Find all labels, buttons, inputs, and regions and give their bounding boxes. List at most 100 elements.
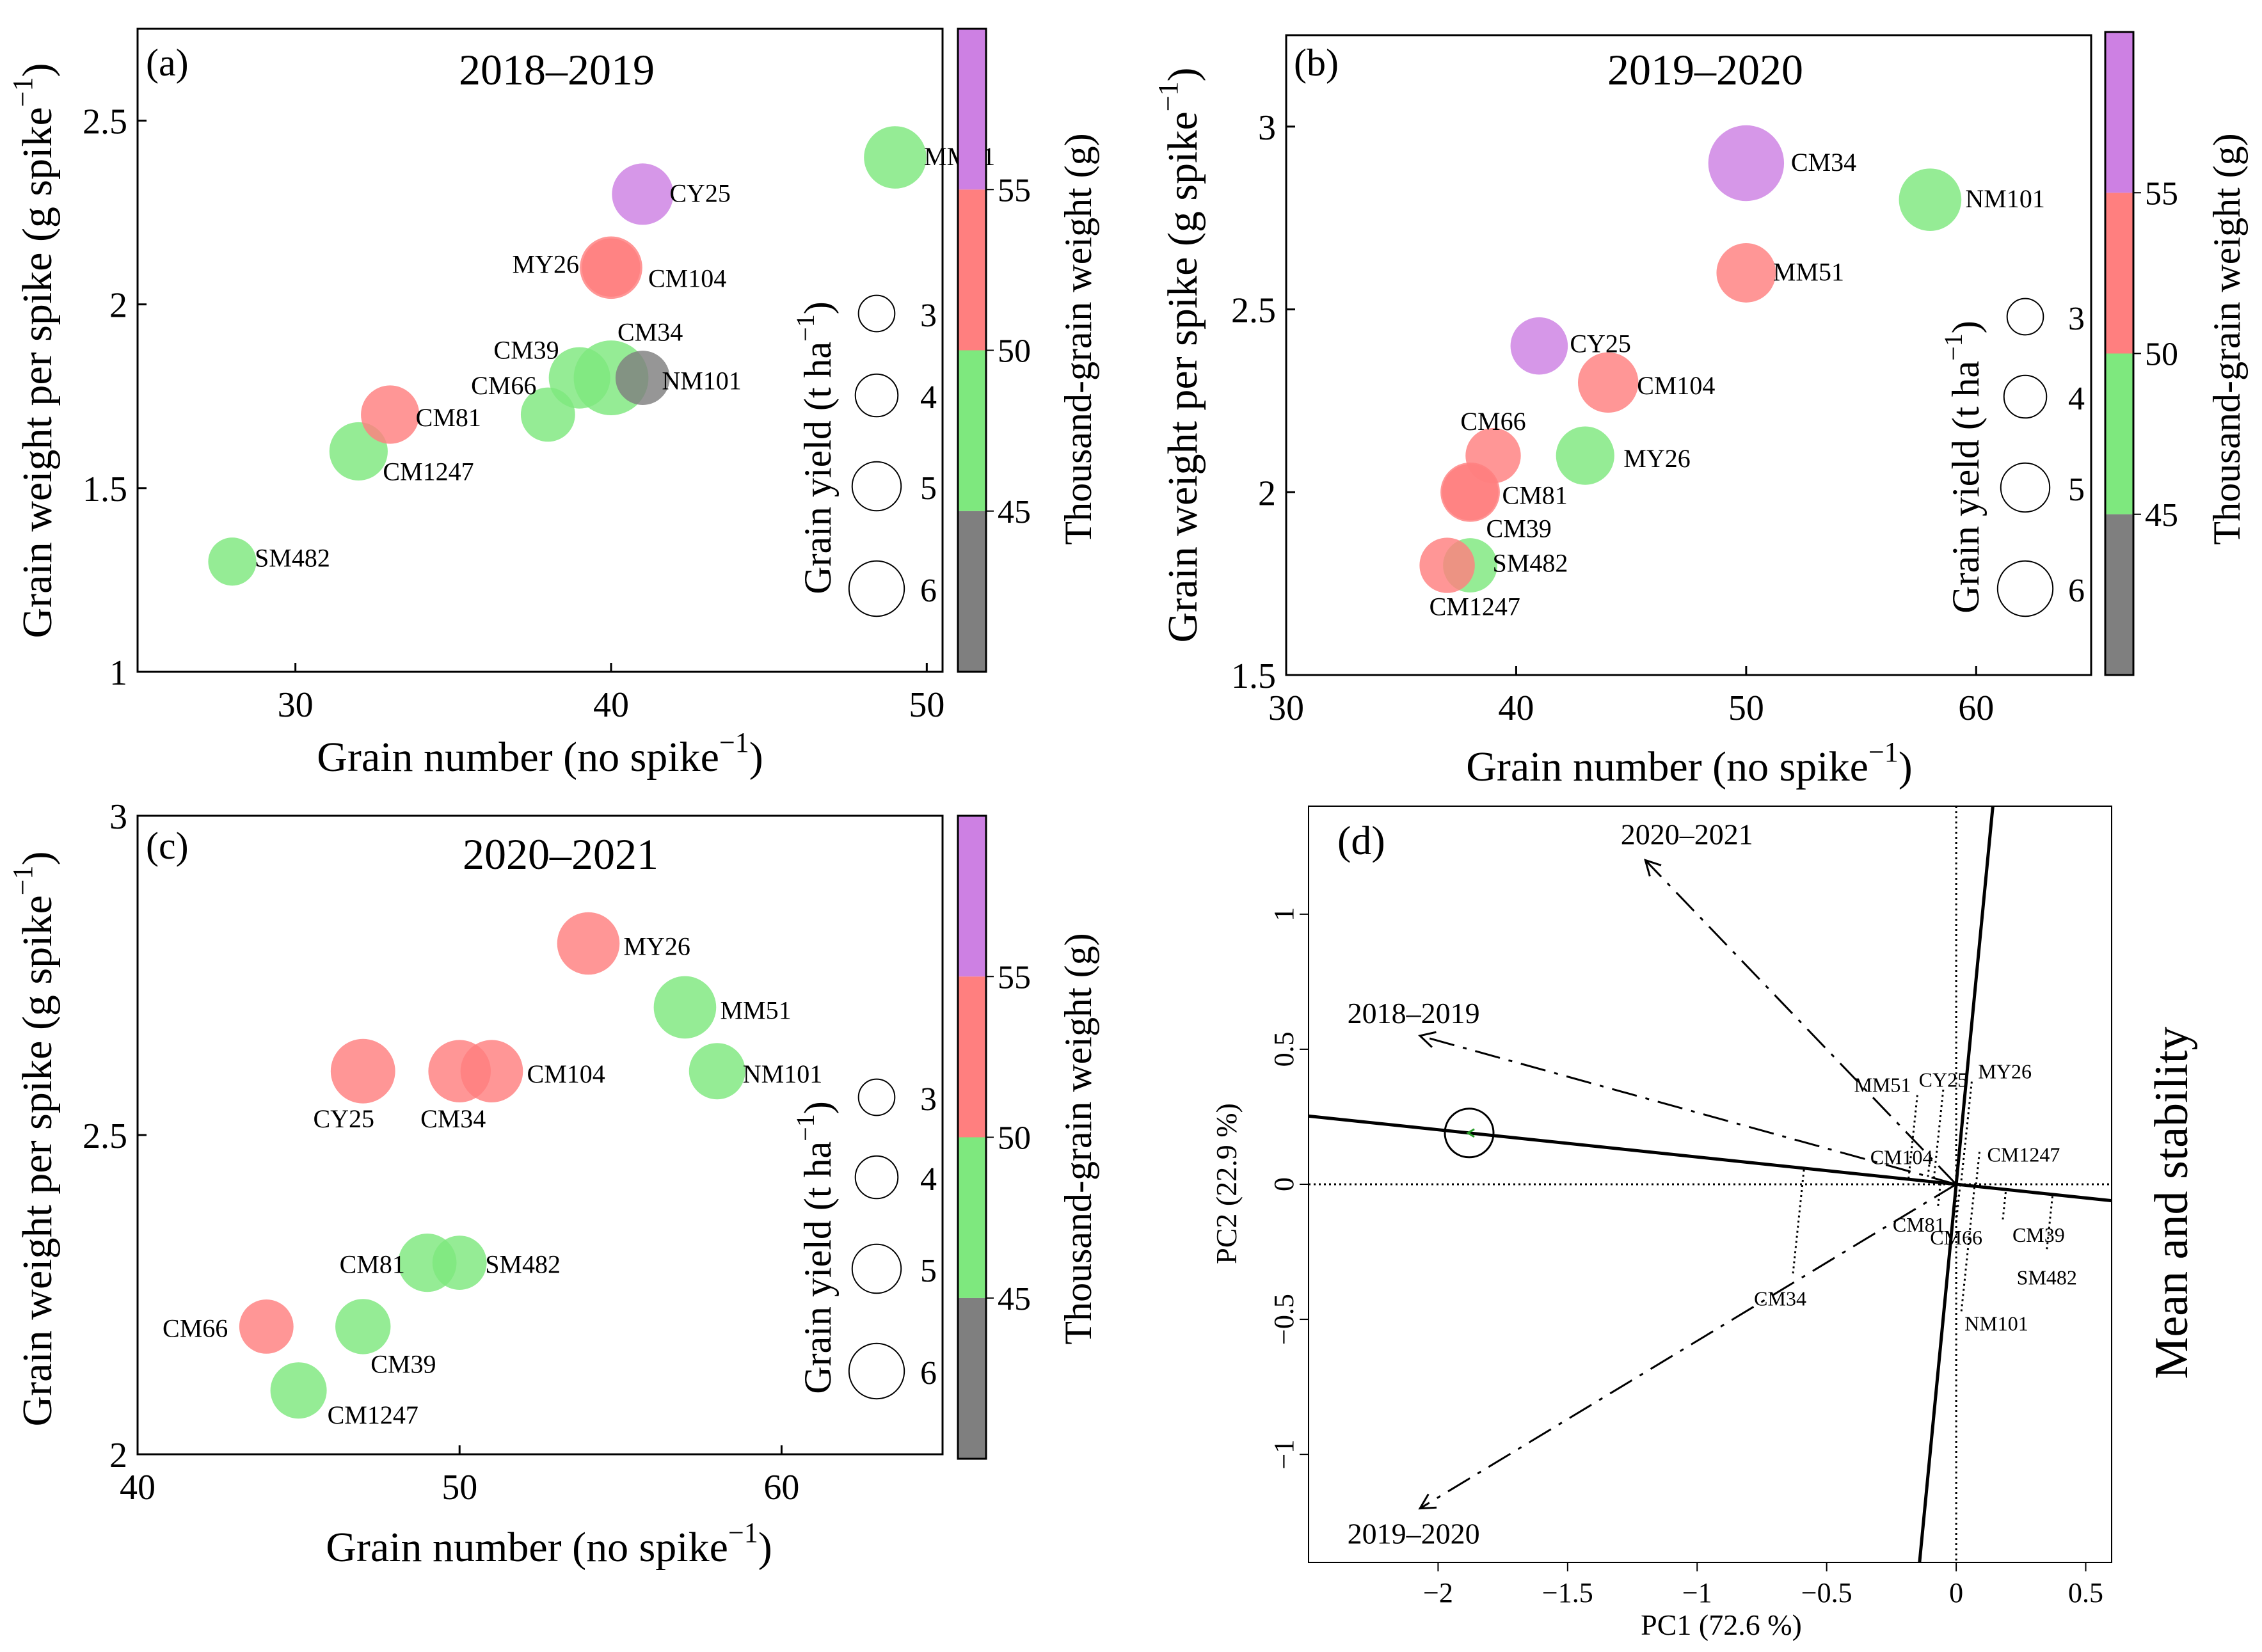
point-label: CM34: [1791, 148, 1856, 177]
size-legend-circle: [854, 1155, 899, 1200]
data-point: [653, 976, 717, 1039]
aec-circle: [1444, 1108, 1495, 1159]
x-tick-label: −2: [1423, 1577, 1453, 1608]
point-label: NM101: [662, 367, 741, 395]
point-label: CM1247: [1430, 592, 1520, 621]
data-point: [460, 1040, 523, 1102]
data-point: [1556, 426, 1614, 485]
x-tick-label: 0: [1949, 1577, 1963, 1608]
x-tick-label: 40: [1498, 688, 1534, 728]
size-legend-circle: [854, 373, 899, 418]
y-axis-label: Grain weight per spike (g spike−1): [1152, 67, 1206, 642]
x-tick-label: 40: [593, 685, 629, 725]
genotype-label: CM1247: [1987, 1143, 2060, 1166]
data-point: [361, 385, 420, 444]
y-tick-label: 3: [109, 797, 127, 837]
point-label: CY25: [1570, 330, 1631, 358]
colorbar-band: [958, 1137, 986, 1298]
x-axis-label: Grain number (no spike−1): [317, 727, 763, 781]
colorbar-tick-label: 45: [998, 494, 1031, 530]
data-point: [239, 1299, 294, 1354]
environment-vector: [1419, 1183, 1957, 1509]
size-legend-value: 5: [920, 470, 937, 507]
data-point: [1899, 168, 1962, 231]
y-ticks: 22.53: [83, 797, 147, 1475]
y-tick-label: 1: [1268, 907, 1300, 921]
y-tick-label: 2.5: [83, 102, 127, 142]
data-point: [557, 912, 620, 975]
genotype-label: CY25: [1919, 1068, 1968, 1091]
genotype-projection: [1926, 1154, 1932, 1182]
data-points: MY26 MM51 NM101 CY25 CM34 CM104 CM81 SM482 CM66 C…: [163, 912, 822, 1429]
point-label: CM39: [370, 1349, 436, 1378]
y-ticks: −1 −0.5 0 0.5 1: [1268, 907, 1309, 1470]
data-point: [582, 238, 641, 297]
genotype-projection: [2046, 1194, 2054, 1250]
environment-vector: [1645, 859, 1957, 1186]
point-label: CM1247: [328, 1401, 418, 1429]
point-label: CM104: [648, 264, 726, 292]
size-legend-value: 3: [920, 298, 937, 334]
point-label: CM1247: [383, 457, 474, 486]
data-point: [689, 1043, 745, 1100]
y-tick-label: −1: [1268, 1440, 1300, 1470]
x-tick-label: 60: [1958, 688, 1994, 728]
colorbar-tick-label: 50: [2145, 337, 2178, 373]
point-label: SM482: [255, 544, 330, 573]
data-point: [330, 1038, 395, 1104]
colorbar-band: [958, 816, 986, 977]
size-legend-circle: [2003, 374, 2048, 419]
x-axis-label: Grain number (no spike−1): [1466, 736, 1913, 790]
colorbar-band: [2105, 514, 2133, 675]
colorbar: 45 50 55: [957, 28, 1031, 673]
arrowhead-icon: [1418, 1031, 1437, 1048]
data-point: [1419, 537, 1475, 593]
size-legend-value: 6: [920, 1355, 937, 1392]
y-tick-label: 3: [1258, 108, 1276, 148]
colorbar-tick-label: 55: [2145, 175, 2178, 212]
colorbar-band: [958, 350, 986, 511]
y-ticks: 1.5 2 2.5 3: [1231, 108, 1295, 696]
chart-title: 2020–2021: [463, 830, 658, 878]
data-point: [1578, 352, 1639, 413]
point-label: CM104: [527, 1060, 605, 1088]
genotype-label: CM81: [1893, 1213, 1945, 1236]
plot-frame: [136, 28, 944, 673]
size-legend: 3 4 5 6: [848, 294, 937, 617]
x-ticks: 30 40 50 60: [1268, 666, 1994, 728]
x-ticks: −2 −1.5 −1 −0.5 0 0.5: [1423, 1562, 2103, 1608]
point-label: CM39: [493, 336, 559, 365]
chart-title: Mean and stability: [2146, 1027, 2198, 1379]
data-point: [335, 1299, 391, 1354]
point-label: MY26: [513, 250, 579, 278]
point-label: CM34: [617, 318, 683, 347]
size-legend-circle: [1996, 560, 2054, 617]
size-legend-circle: [851, 1243, 902, 1294]
genotype-label: SM482: [2017, 1266, 2077, 1289]
colorbar-band: [958, 189, 986, 351]
size-legend-circle: [851, 461, 902, 512]
point-label: MM51: [720, 996, 791, 1024]
y-tick-label: 1.5: [83, 470, 127, 509]
biplot-elements: 2020–2021 2018–2019 2019–2020 MM51 CY25 MY26 C…: [1308, 806, 2112, 1563]
y-axis-label: Grain weight per spike (g spike−1): [7, 851, 61, 1426]
panel-a: 30 40 50 1 1.5 2 2.5 SM482 CM1247 CM81 CM66 CM39 C…: [7, 28, 1099, 781]
genotype-projection: [1932, 1090, 1945, 1182]
genotype-label: CM34: [1754, 1287, 1806, 1310]
colorbar-band: [958, 29, 986, 190]
size-legend-value: 4: [2068, 381, 2085, 417]
panel-label: (b): [1294, 42, 1339, 84]
x-tick-label: −1.5: [1542, 1577, 1593, 1608]
colorbar-tick-label: 45: [2145, 497, 2178, 534]
data-point: [432, 1235, 487, 1290]
point-label: CM81: [416, 403, 481, 432]
genotype-label: CM39: [2012, 1223, 2065, 1246]
colorbar-tick-label: 45: [998, 1281, 1031, 1317]
colorbar-tick-label: 50: [998, 1120, 1031, 1157]
y-tick-label: 2: [109, 1436, 127, 1475]
point-label: NM101: [743, 1060, 822, 1088]
size-legend-value: 5: [920, 1253, 937, 1289]
size-legend-value: 4: [920, 379, 937, 416]
x-tick-label: 30: [1268, 688, 1304, 728]
